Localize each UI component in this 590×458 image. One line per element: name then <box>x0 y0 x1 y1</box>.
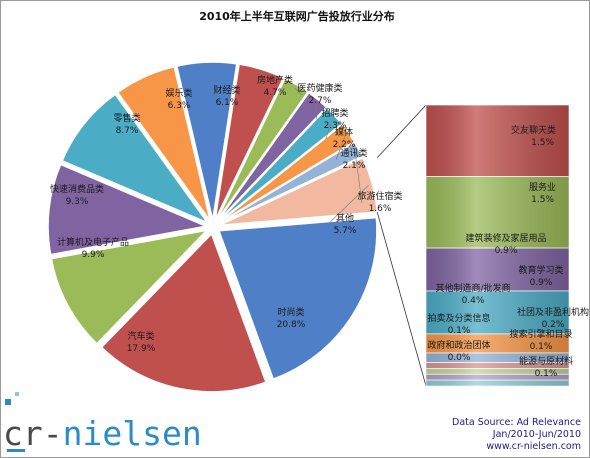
source-line-1: Data Source: Ad Relevance <box>452 417 581 428</box>
leader-line <box>294 88 303 96</box>
slice-value-label: 4.7% <box>264 88 287 98</box>
breakdown-name-label: 搜索引擎和目录 <box>509 328 572 340</box>
slice-value-label: 20.8% <box>277 320 306 330</box>
breakdown-name-label: 教育学习类 <box>518 264 563 276</box>
logo-dot-icon <box>5 399 11 405</box>
breakdown-value-label: 0.1% <box>448 326 471 336</box>
breakdown-segment-shade <box>426 374 569 381</box>
breakdown-segment-shade <box>426 353 569 363</box>
slice-value-label: 5.7% <box>334 226 357 236</box>
pie-slice <box>100 232 267 393</box>
breakdown-value-label: 0.0% <box>448 353 471 363</box>
breakdown-name-label: 政府和政治团体 <box>427 339 490 351</box>
slice-name-label: 通讯类 <box>340 147 367 159</box>
pie-slice <box>215 77 309 222</box>
source-line-3: www.cr-nielsen.com <box>486 441 581 452</box>
breakdown-name-label: 服务业 <box>529 181 556 193</box>
slice-value-label: 1.6% <box>369 204 392 214</box>
breakdown-value-label: 1.5% <box>531 195 554 205</box>
pie-slice <box>214 63 285 221</box>
breakdown-value-label: 0.9% <box>495 246 518 256</box>
pie-slice <box>175 61 238 221</box>
source-line-2: Jan/2010-Jun/2010 <box>492 429 581 440</box>
pie-slices <box>47 61 379 393</box>
slice-name-label: 房地产类 <box>257 74 293 86</box>
svg-text:cr-nielsen: cr-nielsen <box>3 414 202 453</box>
breakdown-segment-shade <box>426 362 569 369</box>
slice-value-label: 2.3% <box>324 121 347 131</box>
logo-text-cr: cr- <box>3 414 63 453</box>
slice-value-label: 2.2% <box>333 140 356 150</box>
slice-name-label: 其他 <box>336 212 354 224</box>
pie-slice <box>217 216 378 381</box>
connector-line-top <box>376 104 427 159</box>
leader-line <box>256 73 261 88</box>
slice-name-label: 旅游住宿类 <box>357 190 402 202</box>
slice-name-label: 娱乐类 <box>165 87 192 99</box>
breakdown-value-label: 1.5% <box>531 138 554 148</box>
leader-line <box>326 185 369 226</box>
leader-line <box>314 102 318 121</box>
slice-name-label: 媒体 <box>335 126 353 138</box>
chart-title: 2010年上半年互联网广告投放行业分布 <box>199 9 395 23</box>
breakdown-segment-shade <box>426 368 569 375</box>
breakdown-bar <box>425 104 570 387</box>
slice-name-label: 时尚类 <box>277 306 304 318</box>
leader-line <box>335 135 346 161</box>
breakdown-name-label: 其他制造商/批发商 <box>435 282 510 294</box>
breakdown-value-label: 0.4% <box>462 296 485 306</box>
breakdown-segment-shade <box>426 248 569 292</box>
connector-line-bottom <box>376 211 427 387</box>
slice-value-label: 8.7% <box>116 126 139 136</box>
breakdown-connectors <box>256 73 427 387</box>
slice-value-label: 6.3% <box>168 101 191 111</box>
breakdown-segment-shade <box>426 333 569 354</box>
breakdown-segment-shade <box>426 105 569 177</box>
breakdown-name-label: 能源与原材料 <box>519 355 573 367</box>
slice-value-label: 17.9% <box>127 344 156 354</box>
leader-line <box>325 118 333 140</box>
pie-slice <box>61 93 210 225</box>
pie-slice <box>116 65 211 222</box>
slice-name-label: 招聘类 <box>321 107 348 119</box>
logo-text-nielsen: nielsen <box>63 414 202 453</box>
cr-nielsen-logo: cr-nielsen <box>3 392 202 453</box>
breakdown-name-label: 建筑装修及家居用品 <box>465 232 546 244</box>
slice-name-label: 零售类 <box>113 112 140 124</box>
slice-value-label: 9.3% <box>66 197 89 207</box>
logo-dot-icon <box>15 392 19 396</box>
slice-value-label: 2.7% <box>309 96 332 106</box>
slice-name-label: 财经类 <box>213 84 240 96</box>
pie-slice <box>217 106 343 223</box>
pie-slice <box>219 156 379 226</box>
data-labels: 财经类 6.1% 房地产类 4.7% 医药健康类 2.7%招聘类 2.3%媒体 2.2%通讯类… <box>50 74 589 379</box>
breakdown-name-label: 交友聊天类 <box>511 124 556 136</box>
breakdown-segment-shade <box>426 176 569 249</box>
breakdown-name-label: 社团及非盈利机构 <box>517 306 589 318</box>
slice-value-label: 6.1% <box>216 98 239 108</box>
logo-underline-icon <box>7 449 25 452</box>
breakdown-value-label: 0.1% <box>530 342 553 352</box>
breakdown-segment-shade <box>426 291 569 334</box>
pie-slice <box>218 141 364 225</box>
breakdown-segment-shade <box>426 380 569 386</box>
leader-line <box>354 151 363 204</box>
pie-slice <box>50 229 209 345</box>
breakdown-value-label: 0.9% <box>530 278 553 288</box>
slice-value-label: 2.1% <box>343 161 366 171</box>
slice-name-label: 计算机及电子产品 <box>57 236 129 248</box>
pie-slice <box>216 91 328 223</box>
breakdown-name-label: 拍卖及分类信息 <box>427 312 490 324</box>
slice-name-label: 医药健康类 <box>297 82 342 94</box>
slice-value-label: 9.9% <box>82 250 105 260</box>
slice-name-label: 快速消费品类 <box>50 183 104 195</box>
pie-slice <box>218 123 356 224</box>
pie-slice <box>47 163 209 256</box>
breakdown-value-label: 0.1% <box>535 369 558 379</box>
breakdown-value-label: 0.2% <box>542 320 565 330</box>
slice-name-label: 汽车类 <box>127 330 154 342</box>
